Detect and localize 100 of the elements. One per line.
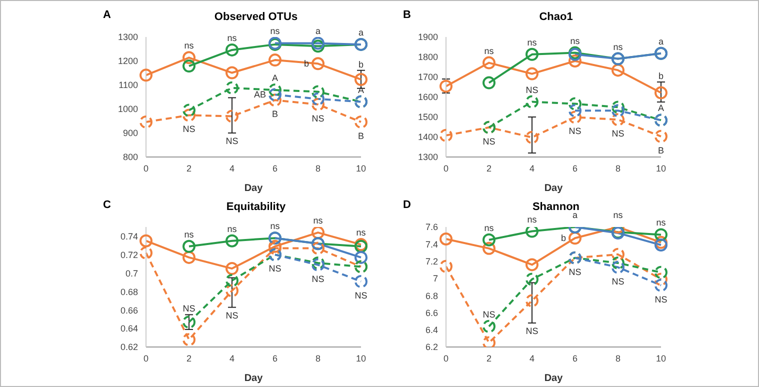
annotation: NS [226, 136, 238, 146]
y-tick-label: 1600 [418, 92, 438, 102]
y-tick-label: 900 [122, 128, 138, 138]
y-tick-label: 7 [432, 274, 438, 284]
annotation: NS [568, 266, 582, 277]
x-tick-label: 6 [272, 163, 278, 174]
annotation: b [658, 71, 664, 81]
x-tick-label: 0 [143, 353, 149, 364]
x-tick-label: 4 [529, 353, 535, 364]
y-tick-label: 1000 [118, 104, 138, 114]
annotation: ns [227, 224, 238, 234]
annotation: NS [568, 126, 582, 136]
y-tick-label: 6.4 [425, 325, 438, 336]
annotation: NS [526, 326, 538, 336]
y-tick-label: 0.74 [120, 231, 138, 242]
chart-title: Chao1 [538, 11, 574, 23]
x-tick-label: 6 [572, 163, 578, 174]
annotation: ns [570, 36, 580, 46]
y-tick-label: 1200 [118, 56, 138, 66]
y-tick-label: 1100 [118, 80, 138, 90]
annotation: ns [656, 218, 666, 228]
x-axis-title: Day [544, 183, 564, 194]
x-tick-label: 0 [443, 353, 449, 364]
x-tick-label: 4 [229, 353, 235, 364]
annotation: b [560, 233, 566, 244]
x-tick-label: 6 [572, 353, 578, 364]
annotation: b [358, 59, 364, 70]
annotation: NS [526, 84, 538, 95]
y-tick-label: 0.64 [120, 324, 138, 334]
annotation: A [658, 103, 664, 114]
y-tick-label: 7.6 [425, 222, 438, 232]
y-tick-label: 1300 [418, 152, 438, 162]
y-tick-label: 0.7 [125, 268, 138, 278]
annotation: NS [182, 304, 196, 314]
annotation: ns [184, 40, 194, 51]
annotation: a [315, 26, 321, 36]
annotation: ns [184, 229, 194, 240]
x-tick-label: 4 [529, 163, 535, 174]
annotation: NS [354, 290, 368, 300]
annotation: AB [254, 90, 266, 100]
x-tick-label: 8 [615, 163, 621, 174]
y-tick-label: 1700 [418, 72, 438, 82]
y-tick-label: 1900 [418, 32, 438, 42]
annotation: NS [226, 310, 238, 320]
y-tick-label: 1300 [118, 32, 138, 42]
x-tick-label: 8 [315, 353, 321, 364]
text: A [103, 9, 111, 21]
x-axis-title: Day [244, 183, 264, 194]
chart-title: Equitability [225, 201, 287, 213]
annotation: NS [312, 274, 324, 284]
annotation: B [658, 145, 664, 156]
x-tick-label: 2 [486, 163, 492, 174]
x-tick-label: 4 [229, 163, 235, 174]
y-tick-label: 0.66 [120, 305, 138, 316]
annotation: NS [312, 113, 324, 124]
x-tick-label: 10 [656, 353, 666, 364]
x-axis-title: Day [544, 373, 564, 384]
y-tick-label: 800 [122, 152, 138, 162]
x-tick-label: 10 [656, 163, 666, 174]
x-tick-label: 6 [272, 353, 278, 364]
annotation: ns [313, 216, 324, 226]
annotation: NS [482, 136, 496, 146]
y-tick-label: 6.6 [425, 308, 438, 318]
x-tick-label: 0 [143, 163, 149, 174]
x-tick-label: 0 [443, 163, 449, 174]
x-tick-label: 2 [186, 353, 192, 364]
x-tick-label: 10 [356, 163, 366, 174]
y-tick-label: 0.62 [120, 342, 138, 352]
annotation: a [572, 210, 578, 220]
y-tick-label: 7.2 [425, 256, 438, 266]
annotation: ns [484, 222, 494, 233]
annotation: ns [484, 46, 494, 56]
annotation: a [658, 36, 664, 46]
annotation: ns [270, 26, 280, 36]
y-tick-label: 1800 [418, 52, 438, 62]
annotation: NS [182, 124, 196, 134]
annotation: ns [227, 32, 238, 43]
annotation: ns [527, 37, 538, 48]
annotation: ns [527, 214, 538, 224]
text: B [403, 9, 411, 21]
annotation: B [272, 109, 278, 120]
text: C [103, 199, 111, 211]
chart-title: Observed OTUs [213, 11, 299, 23]
annotation: ns [613, 210, 624, 220]
text: D [403, 199, 411, 211]
y-tick-label: 1500 [418, 112, 438, 122]
x-tick-label: 2 [486, 353, 492, 364]
annotation: A [272, 73, 278, 84]
x-axis-title: Day [244, 373, 264, 384]
x-tick-label: 2 [186, 163, 192, 174]
annotation: NS [654, 294, 668, 304]
x-tick-label: 8 [615, 353, 621, 364]
annotation: a [358, 27, 364, 38]
x-tick-label: 8 [315, 163, 321, 174]
annotation: ns [270, 221, 280, 232]
annotation: ns [356, 228, 366, 238]
y-tick-label: 7.4 [425, 239, 438, 250]
y-tick-label: 0.72 [120, 250, 138, 260]
annotation: NS [612, 128, 624, 139]
annotation: ns [613, 42, 624, 52]
